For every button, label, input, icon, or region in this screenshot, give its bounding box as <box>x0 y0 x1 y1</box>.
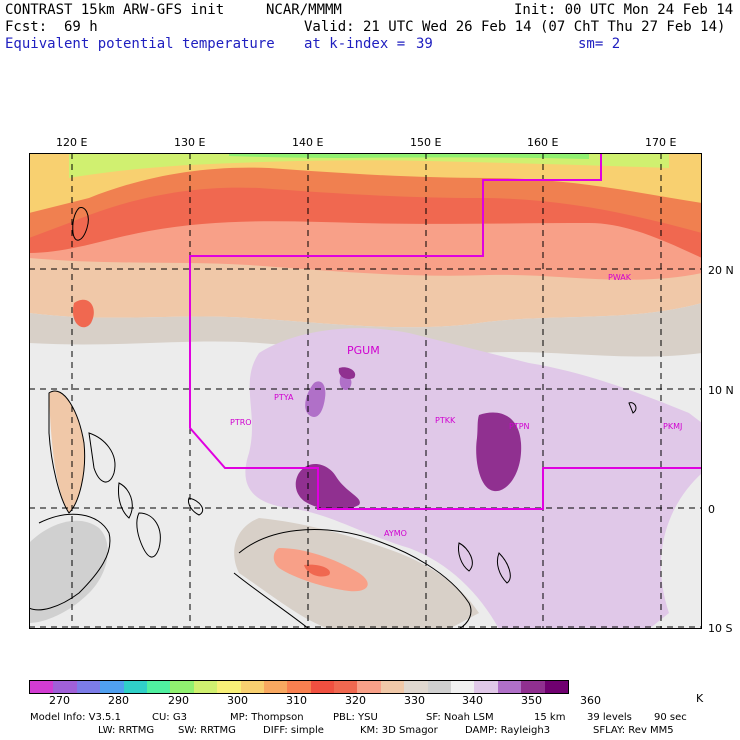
colorbar-swatch <box>310 681 335 693</box>
colorbar-swatch <box>217 681 241 693</box>
lat-label: 10 N <box>708 384 734 397</box>
colorbar-swatch <box>193 681 218 693</box>
colorbar-swatch <box>240 681 264 693</box>
station-label: PKMJ <box>663 422 683 431</box>
colorbar-label: 360 <box>580 694 601 707</box>
station-label: AYMO <box>384 529 407 538</box>
colorbar-label: 310 <box>286 694 307 707</box>
smoothing-label: sm= 2 <box>578 36 621 52</box>
colorbar-swatch <box>497 681 522 693</box>
init-time: Init: 00 UTC Mon 24 Feb 14 <box>514 2 734 18</box>
colorbar-swatch <box>544 681 568 693</box>
lat-label: 10 S <box>708 622 733 635</box>
footer-item: 15 km <box>534 712 566 723</box>
theta-e-map <box>29 153 702 629</box>
colorbar-label: 270 <box>49 694 70 707</box>
forecast-hour: 69 h <box>64 19 98 35</box>
map-canvas <box>29 153 702 629</box>
station-label: PGUM <box>347 344 380 357</box>
colorbar-swatch <box>334 681 358 693</box>
colorbar-label: 290 <box>168 694 189 707</box>
lon-label: 140 E <box>292 136 324 149</box>
colorbar-label: 300 <box>227 694 248 707</box>
colorbar-swatch <box>263 681 288 693</box>
valid-time: Valid: 21 UTC Wed 26 Feb 14 (07 ChT Thu … <box>304 19 726 35</box>
colorbar <box>29 680 569 694</box>
colorbar-label: 340 <box>462 694 483 707</box>
footer-item: KM: 3D Smagor <box>360 725 438 736</box>
footer-item: 90 sec <box>654 712 687 723</box>
footer-item: LW: RRTMG <box>98 725 155 736</box>
lat-label: 20 N <box>708 264 734 277</box>
colorbar-unit: K <box>696 692 704 705</box>
colorbar-swatch <box>170 681 194 693</box>
lon-label: 130 E <box>174 136 206 149</box>
colorbar-swatch <box>404 681 428 693</box>
lon-label: 120 E <box>56 136 88 149</box>
forecast-label: Fcst: <box>5 19 48 35</box>
footer-item: 39 levels <box>587 712 632 723</box>
colorbar-label: 280 <box>108 694 129 707</box>
footer-item: SF: Noah LSM <box>426 712 494 723</box>
lat-label: 0 <box>708 503 715 516</box>
colorbar-swatch <box>146 681 171 693</box>
station-label: PTYA <box>274 393 294 402</box>
colorbar-swatch <box>53 681 77 693</box>
colorbar-swatch <box>474 681 498 693</box>
lon-label: 150 E <box>410 136 442 149</box>
station-label: PTPN <box>509 422 530 431</box>
footer-item: DAMP: Rayleigh3 <box>465 725 551 736</box>
colorbar-swatch <box>357 681 381 693</box>
station-label: PTKK <box>435 416 456 425</box>
level-label: at k-index = <box>304 36 406 52</box>
footer-item: PBL: YSU <box>333 712 378 723</box>
colorbar-swatch <box>100 681 124 693</box>
footer-item: SW: RRTMG <box>178 725 236 736</box>
colorbar-swatch <box>287 681 311 693</box>
colorbar-label: 350 <box>521 694 542 707</box>
station-label: PWAK <box>608 273 632 282</box>
colorbar-swatch <box>521 681 545 693</box>
lon-label: 160 E <box>527 136 559 149</box>
level-value: 39 <box>416 36 433 52</box>
footer-item: DIFF: simple <box>263 725 324 736</box>
lon-label: 170 E <box>645 136 677 149</box>
model-title: CONTRAST 15km ARW-GFS init <box>5 2 225 18</box>
station-label: PTRO <box>230 418 252 427</box>
model-center: NCAR/MMMM <box>266 2 342 18</box>
field-name: Equivalent potential temperature <box>5 36 275 52</box>
footer-item: Model Info: V3.5.1 <box>30 712 121 723</box>
colorbar-swatch <box>123 681 147 693</box>
colorbar-swatch <box>451 681 475 693</box>
colorbar-swatch <box>380 681 405 693</box>
footer-item: MP: Thompson <box>230 712 304 723</box>
colorbar-swatch <box>30 681 54 693</box>
colorbar-swatch <box>76 681 101 693</box>
colorbar-label: 330 <box>404 694 425 707</box>
colorbar-swatch <box>427 681 452 693</box>
footer-item: CU: G3 <box>152 712 187 723</box>
footer-item: SFLAY: Rev MM5 <box>593 725 674 736</box>
colorbar-label: 320 <box>345 694 366 707</box>
